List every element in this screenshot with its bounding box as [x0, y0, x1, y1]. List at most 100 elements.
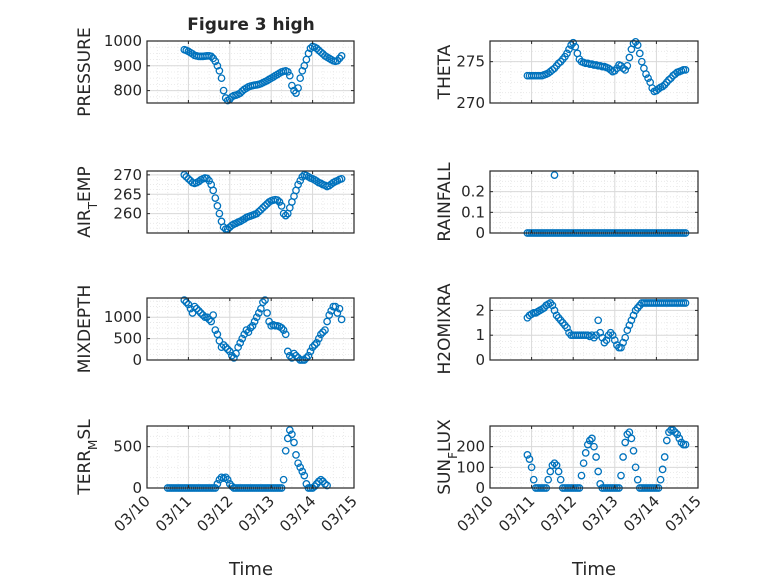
y-tick-label: 1000: [104, 32, 142, 50]
data-point: [285, 71, 294, 80]
data-point: [294, 84, 302, 92]
data-point: [209, 311, 218, 319]
axes-box: [146, 425, 355, 489]
data-point: [660, 453, 669, 461]
data-point: [279, 209, 288, 218]
data-point: [228, 351, 236, 360]
data-point: [263, 309, 271, 317]
data-point: [658, 465, 667, 474]
data-point: [252, 209, 261, 218]
y-tick-label: 1: [475, 326, 485, 344]
data-point: [283, 67, 292, 76]
data-point: [205, 315, 213, 324]
data-point: [279, 326, 288, 334]
data-point: [623, 61, 632, 70]
data-point: [550, 171, 559, 179]
data-point: [281, 211, 290, 220]
data-point: [658, 82, 667, 91]
data-point: [312, 44, 321, 53]
data-point: [644, 74, 652, 83]
data-point: [192, 304, 201, 313]
y-axis-label: H2OMIXRA: [435, 283, 455, 374]
y-tick-label: 270: [456, 94, 485, 112]
data-point: [665, 76, 673, 84]
data-point: [629, 39, 638, 48]
data-point: [527, 463, 536, 472]
data-point: [281, 446, 290, 455]
data-point: [312, 339, 321, 347]
data-point: [302, 480, 311, 488]
data-point: [621, 438, 630, 447]
y-tick-label: 2: [475, 301, 485, 319]
data-point: [304, 49, 313, 58]
axes-box: [146, 170, 355, 234]
y-tick-label: 275: [456, 53, 485, 71]
data-point: [223, 345, 232, 354]
data-point: [621, 66, 630, 74]
y-axis-label: MIXDEPTH: [75, 285, 95, 374]
data-point: [525, 455, 534, 463]
data-point: [642, 70, 650, 78]
data-point: [325, 311, 334, 319]
data-point: [230, 354, 238, 362]
data-point: [662, 436, 671, 445]
data-point: [577, 471, 586, 480]
y-tick-label: 800: [113, 82, 142, 100]
data-point: [556, 475, 565, 484]
data-point: [182, 172, 191, 181]
data-point: [594, 467, 603, 476]
data-point: [637, 57, 646, 66]
data-point: [673, 430, 682, 439]
subplot-1: 800 900 1000 PRESSURE: [75, 27, 355, 117]
data-point: [625, 53, 634, 62]
y-axis-label: PRESSURE: [75, 27, 95, 116]
data-point: [298, 467, 307, 476]
data-point: [279, 475, 288, 484]
y-axis-label: THETA: [435, 44, 455, 100]
data-point: [298, 66, 307, 75]
y-tick-label: 0: [132, 479, 142, 497]
y-tick-label: 1000: [104, 308, 142, 326]
data-point: [275, 198, 284, 206]
y-tick-label: 900: [113, 57, 142, 75]
data-point: [184, 174, 193, 183]
data-point: [290, 438, 298, 447]
data-point: [656, 475, 665, 484]
y-axis-label: RAINFALL: [435, 162, 455, 242]
data-point: [596, 480, 605, 488]
y-axis-label: SUNFLUX: [435, 419, 460, 495]
data-point: [221, 343, 230, 352]
data-point: [579, 459, 588, 468]
data-point: [296, 176, 305, 185]
y-tick-label: 0.2: [461, 183, 485, 201]
data-point: [565, 45, 573, 54]
data-point: [621, 333, 630, 342]
data-point: [246, 324, 255, 332]
data-point: [548, 66, 557, 74]
y-tick-label: 270: [113, 166, 142, 184]
data-point: [681, 299, 690, 307]
data-point: [257, 205, 265, 214]
data-point: [219, 341, 228, 349]
data-point: [261, 202, 269, 210]
y-axis-label: TERRMSL: [75, 419, 100, 496]
data-point: [554, 59, 563, 68]
data-point: [296, 463, 305, 472]
data-point: [223, 225, 232, 233]
data-point: [300, 471, 309, 480]
data-point: [285, 426, 294, 434]
data-point: [654, 85, 663, 93]
data-point: [180, 171, 189, 179]
data-point: [292, 351, 300, 360]
y-tick-label: 260: [113, 205, 142, 223]
data-point: [259, 203, 267, 212]
y-tick-label: 500: [113, 438, 142, 456]
data-point: [236, 339, 245, 347]
data-point: [675, 434, 684, 443]
subplot-4: 0 0.1 0.2 RAINFALL: [435, 162, 699, 242]
data-point: [294, 180, 302, 189]
data-point: [213, 202, 222, 210]
data-point: [314, 477, 323, 486]
